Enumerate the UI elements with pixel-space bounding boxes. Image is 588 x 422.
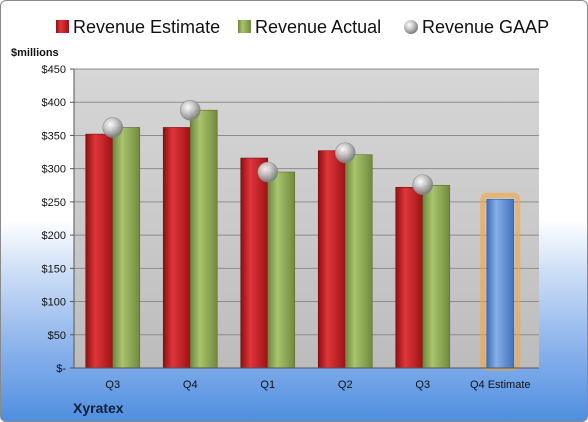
- legend-swatch-gaap: [404, 20, 418, 34]
- gaap-marker: [102, 117, 124, 138]
- bar-estimate: [317, 150, 346, 369]
- bar-estimate: [85, 133, 114, 369]
- y-tick-label: $50: [48, 330, 66, 342]
- legend: Revenue Estimate Revenue Actual Revenue …: [56, 17, 549, 37]
- bars: [85, 109, 521, 371]
- y-axis: $- $50 $100 $150 $200 $250 $300 $350 $400 $450: [42, 64, 75, 375]
- y-tick-label: $250: [42, 197, 66, 209]
- y-tick-label: $-: [56, 363, 66, 375]
- x-tick-label: Q2: [338, 379, 353, 391]
- company-name: Xyratex: [73, 400, 124, 416]
- x-tick-label: Q1: [260, 379, 275, 391]
- x-tick-label: Q4: [183, 379, 198, 391]
- bar-actual: [267, 171, 296, 369]
- bar-actual: [344, 154, 373, 369]
- bar-actual: [422, 184, 451, 369]
- gaap-marker: [334, 142, 356, 164]
- unit-label: $millions: [11, 47, 59, 59]
- legend-label-gaap: Revenue GAAP: [422, 17, 549, 37]
- bar-estimate: [240, 157, 269, 369]
- bar-actual: [189, 109, 218, 369]
- y-tick-label: $200: [42, 230, 66, 242]
- x-tick-label: Q3: [415, 379, 430, 391]
- x-tick-label: Q3: [105, 379, 120, 391]
- gaap-marker: [257, 161, 279, 183]
- y-tick-label: $150: [42, 263, 66, 275]
- bar-actual: [112, 127, 141, 369]
- gaap-marker: [179, 99, 201, 121]
- bar-estimate: [395, 186, 424, 369]
- gaap-marker: [412, 174, 434, 195]
- plot-area: [74, 69, 539, 368]
- y-tick-label: $100: [42, 297, 66, 309]
- y-tick-label: $300: [42, 164, 66, 176]
- y-tick-label: $400: [42, 97, 66, 109]
- gaap-markers: [102, 99, 434, 195]
- legend-swatch-actual: [238, 20, 251, 33]
- legend-label-estimate: Revenue Estimate: [73, 17, 220, 37]
- legend-swatch-estimate: [56, 20, 69, 33]
- y-tick-label: $350: [42, 130, 66, 142]
- gridlines: [74, 68, 539, 369]
- bar-estimate: [162, 127, 191, 369]
- bar-forecast: [486, 198, 515, 369]
- x-axis: Q3 Q4 Q1 Q2 Q3 Q4 Estimate: [74, 367, 539, 391]
- x-tick-label: Q4 Estimate: [470, 379, 531, 391]
- y-tick-label: $450: [42, 64, 66, 76]
- legend-label-actual: Revenue Actual: [255, 17, 381, 37]
